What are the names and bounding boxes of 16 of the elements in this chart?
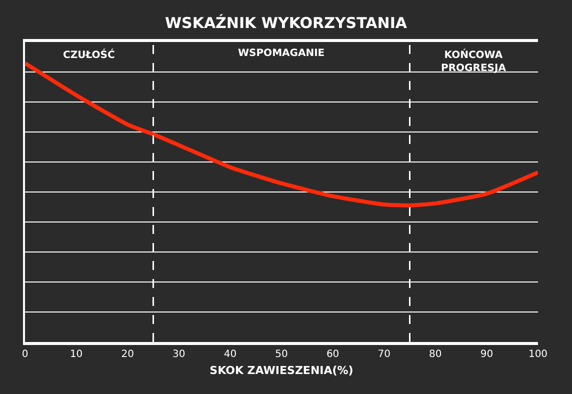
x-tick-label: 30 [172, 349, 186, 360]
x-axis-title: SKOK ZAWIESZENIA(%) [210, 364, 354, 378]
x-tick-label: 40 [224, 349, 237, 360]
chart-title: WSKAŹNIK WYKORZYSTANIA [164, 14, 408, 32]
text: WSPOMAGANIE [238, 48, 325, 59]
x-tick-label: 20 [121, 349, 134, 360]
x-tick-label: 100 [528, 349, 548, 360]
annotation: KOŃCOWA PROGRESJA [441, 48, 506, 74]
x-tick-label: 50 [275, 349, 288, 360]
x-tick-label: 70 [378, 349, 390, 360]
text: CZUŁOŚĆ [63, 48, 115, 61]
x-tick-label: 10 [70, 349, 83, 360]
x-tick-label: 90 [480, 349, 494, 360]
x-tick-label: 60 [326, 349, 340, 360]
x-tick-label: 80 [429, 349, 442, 360]
x-tick-label: 0 [22, 349, 28, 360]
